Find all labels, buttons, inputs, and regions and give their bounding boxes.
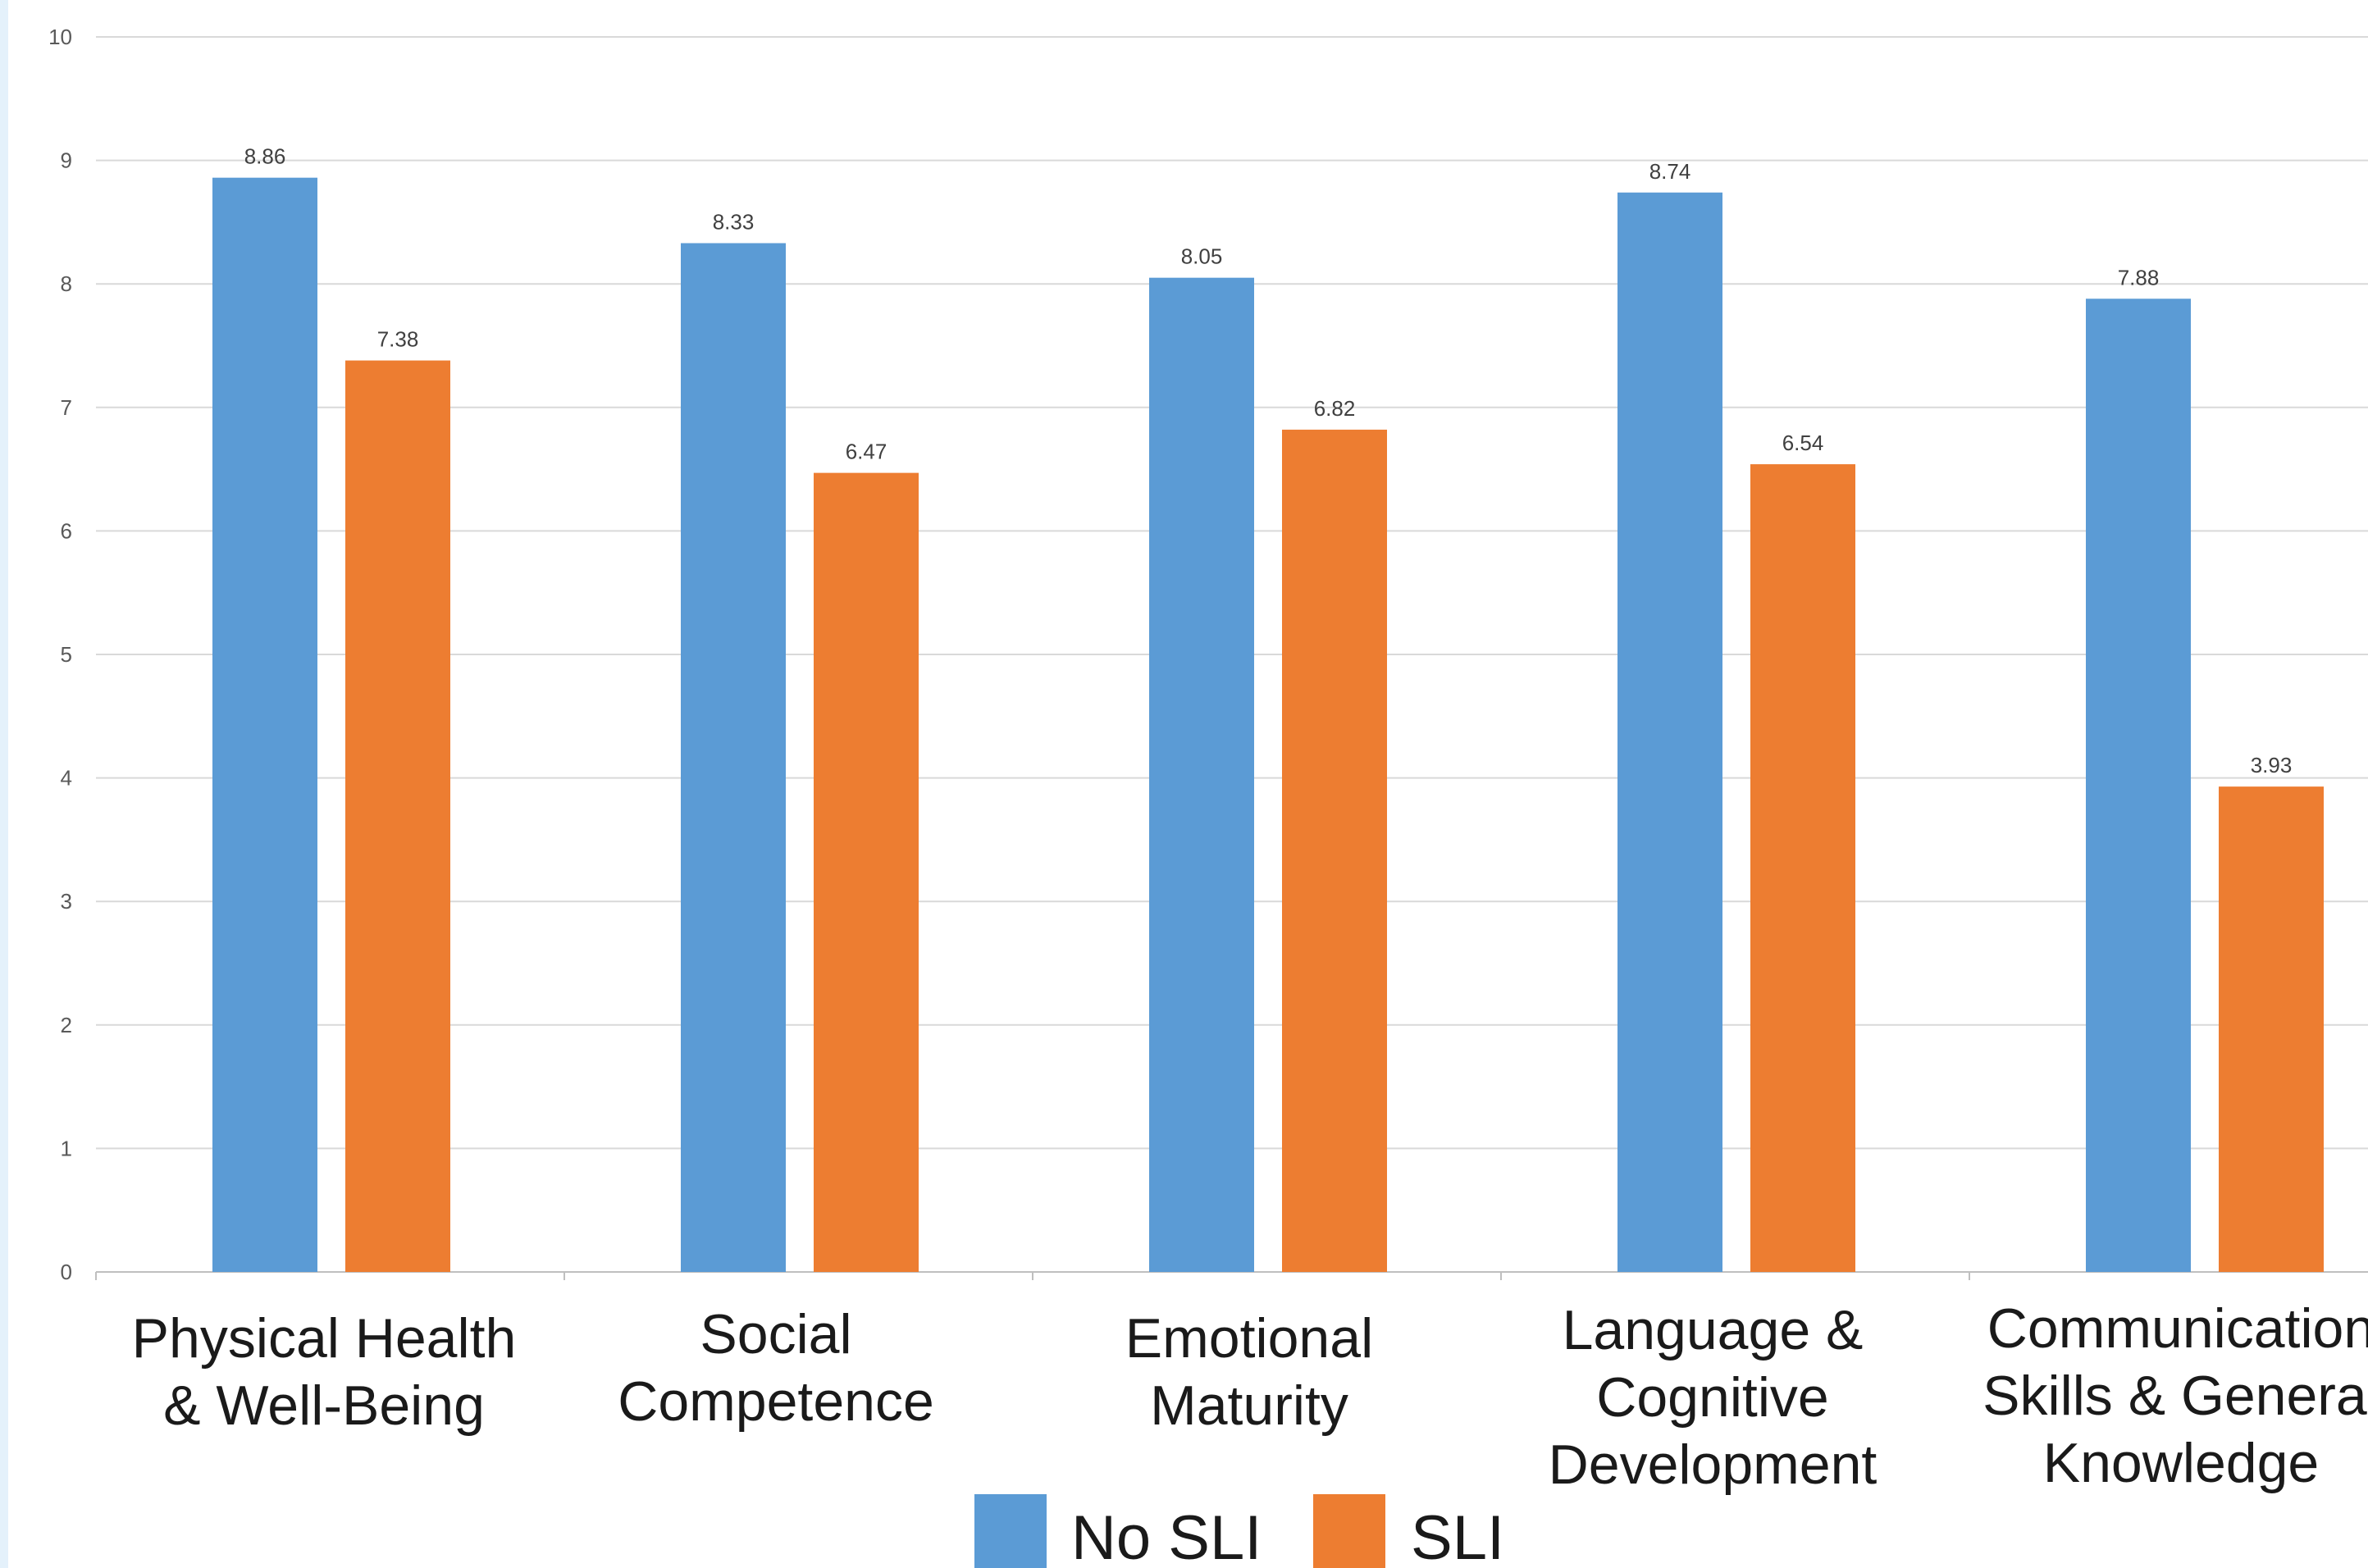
category-label-line: Cognitive xyxy=(1596,1366,1829,1429)
category-label-line: Social xyxy=(700,1303,851,1365)
data-label: 6.54 xyxy=(1782,431,1824,455)
x-axis xyxy=(95,1271,2368,1280)
bar-no-sli xyxy=(212,177,317,1273)
y-tick-label: 7 xyxy=(61,395,72,420)
bar-no-sli xyxy=(2086,299,2191,1273)
category-label-line: Physical Health xyxy=(132,1307,517,1370)
category-label: Language & Cognitive Development xyxy=(1549,1299,1878,1496)
category-label: Physical Health & Well-Being xyxy=(132,1307,517,1437)
category-label-line: Language & xyxy=(1563,1299,1864,1361)
category-label-line: Maturity xyxy=(1150,1374,1348,1437)
data-labels: 8.86 7.38 8.33 6.47 8.05 6.82 8.74 6.54 7.88 3.93 xyxy=(244,144,2293,777)
data-label: 6.47 xyxy=(846,440,887,464)
bars xyxy=(212,177,2324,1273)
bar-sli xyxy=(2219,786,2324,1272)
category-label-line: Development xyxy=(1549,1434,1878,1496)
category-label-line: Emotional xyxy=(1125,1307,1373,1370)
category-label-line: Knowledge xyxy=(2043,1432,2319,1494)
data-label: 7.38 xyxy=(377,327,419,352)
y-axis: 0 1 2 3 4 5 6 7 8 9 10 xyxy=(48,25,72,1284)
category-label-line: Skills & General xyxy=(1982,1365,2368,1427)
category-label-line: Competence xyxy=(618,1370,934,1433)
y-tick-label: 6 xyxy=(61,518,72,543)
bar-no-sli xyxy=(1617,192,1722,1273)
category-label: Emotional Maturity xyxy=(1125,1307,1373,1437)
data-label: 8.05 xyxy=(1181,244,1223,269)
y-tick-label: 3 xyxy=(61,889,72,914)
bar-sli xyxy=(814,472,919,1272)
bar-sli xyxy=(1282,429,1387,1273)
category-label-line: Communication xyxy=(1987,1297,2368,1360)
left-border xyxy=(0,0,8,1568)
legend-label-no-sli: No SLI xyxy=(1071,1503,1262,1568)
data-label: 6.82 xyxy=(1314,396,1356,421)
bar-sli xyxy=(1750,464,1855,1272)
bar-no-sli xyxy=(1149,277,1254,1272)
gridlines xyxy=(96,36,2368,1150)
y-tick-label: 0 xyxy=(61,1260,72,1284)
data-label: 8.74 xyxy=(1649,159,1691,184)
category-label: Social Competence xyxy=(618,1303,934,1433)
y-tick-label: 5 xyxy=(61,642,72,667)
legend-swatch-no-sli xyxy=(974,1494,1047,1568)
bar-sli xyxy=(345,360,450,1272)
y-tick-label: 9 xyxy=(61,148,72,173)
bar-no-sli xyxy=(681,243,786,1273)
y-tick-label: 10 xyxy=(48,25,72,49)
y-tick-label: 2 xyxy=(61,1013,72,1037)
data-label: 3.93 xyxy=(2251,753,2293,777)
legend-swatch-sli xyxy=(1313,1494,1385,1568)
category-labels: Physical Health & Well-Being Social Compete… xyxy=(132,1297,2368,1496)
y-tick-label: 8 xyxy=(61,271,72,296)
data-label: 7.88 xyxy=(2118,265,2160,289)
category-label: Communication Skills & General Knowledge xyxy=(1982,1297,2368,1494)
data-label: 8.86 xyxy=(244,144,286,169)
legend-label-sli: SLI xyxy=(1411,1503,1504,1568)
y-tick-label: 4 xyxy=(61,766,72,791)
legend: No SLI SLI xyxy=(974,1494,1504,1568)
y-tick-label: 1 xyxy=(61,1136,72,1160)
category-label-line: & Well-Being xyxy=(163,1374,485,1437)
data-label: 8.33 xyxy=(713,210,755,235)
